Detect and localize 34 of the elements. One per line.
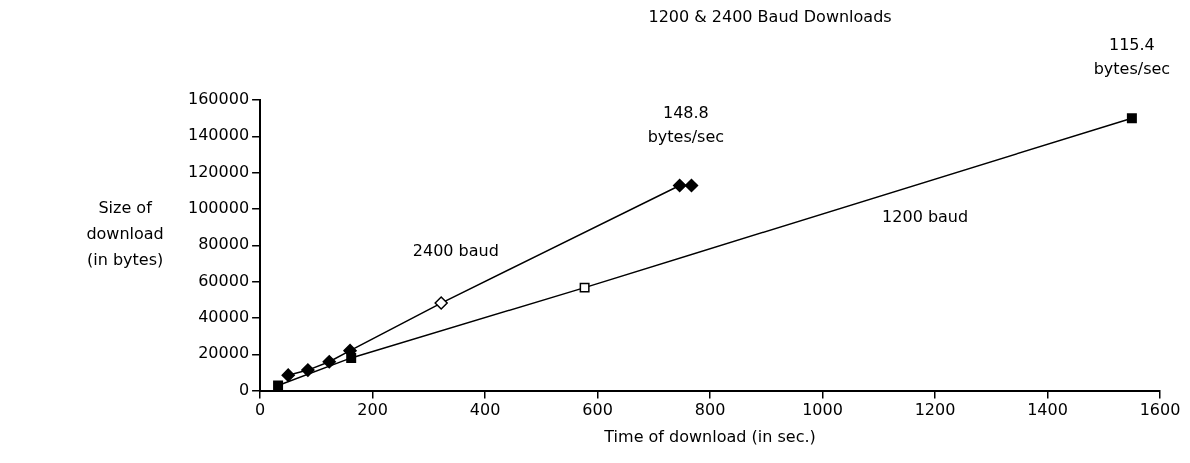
point: [672, 178, 687, 193]
y-tick-label: 80000: [198, 234, 250, 254]
point: [281, 368, 295, 382]
y-tick-label: 140000: [188, 125, 250, 145]
x-axis-title: Time of download (in sec.): [603, 426, 816, 446]
x-tick-label: 200: [357, 400, 388, 420]
point: [1126, 113, 1137, 124]
point: [301, 363, 315, 377]
x-tick-label: 600: [582, 400, 613, 420]
x-tick-label: 800: [694, 400, 726, 420]
point: [434, 296, 448, 310]
x-tick-label: 0: [254, 400, 266, 420]
y-tick-label: 0: [238, 379, 250, 399]
series-label: 2400 baud: [412, 240, 499, 260]
y-tick-label: 160000: [188, 89, 250, 109]
chart-title: 1200 & 2400 Baud Downloads: [648, 7, 892, 27]
annotation: 115.4 bytes/sec: [1093, 35, 1171, 79]
y-axis-title: Size of download (in bytes): [86, 198, 164, 270]
annotation: 148.8 bytes/sec: [647, 102, 725, 146]
point: [684, 178, 699, 193]
series-label: 1200 baud: [882, 207, 969, 227]
y-tick-label: 120000: [188, 161, 250, 181]
y-tick-label: 40000: [198, 307, 250, 327]
x-tick-label: 1000: [802, 400, 843, 420]
point: [273, 380, 284, 391]
x-tick-label: 1600: [1139, 400, 1181, 420]
x-tick-label: 1400: [1027, 400, 1068, 420]
y-tick-label: 20000: [198, 343, 250, 363]
x-tick-label: 400: [469, 400, 501, 420]
y-tick-label: 100000: [188, 198, 250, 218]
point: [322, 354, 337, 369]
y-tick-label: 60000: [198, 270, 250, 290]
point: [579, 282, 590, 293]
x-tick-label: 1200: [914, 400, 956, 420]
